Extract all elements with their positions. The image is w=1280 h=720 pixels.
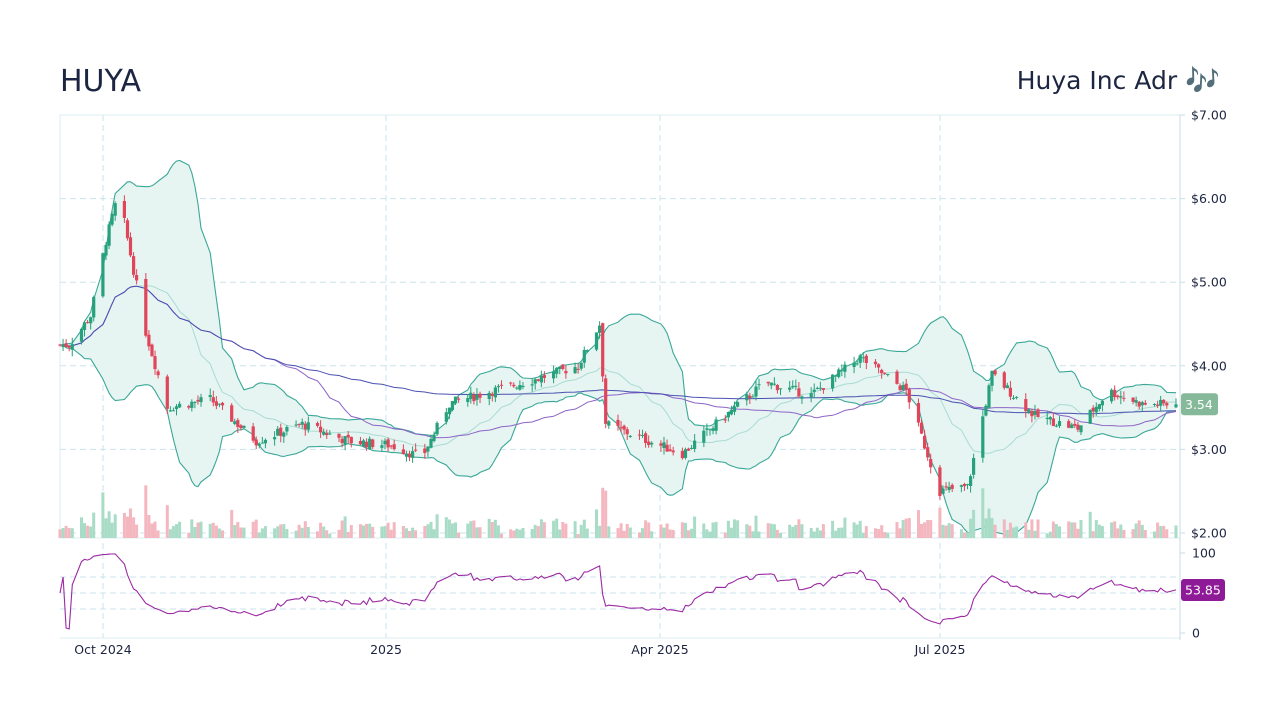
bollinger-bands	[59, 159, 1177, 537]
last-price-badge	[1181, 393, 1218, 416]
time-axis-label: 2025	[370, 642, 402, 657]
rsi-pane	[59, 553, 1177, 630]
ticker-symbol: HUYA	[60, 64, 142, 99]
svg-text:3.54: 3.54	[1185, 397, 1213, 412]
last-rsi-badge	[1181, 579, 1225, 601]
time-axis-label: Apr 2025	[631, 642, 688, 657]
musical-notes-icon: 🎶	[1185, 63, 1220, 97]
rsi-axis-label: 100	[1192, 546, 1216, 561]
price-axis-label: $2.00	[1191, 526, 1227, 541]
price-axis-label: $4.00	[1191, 358, 1227, 373]
moving-averages	[59, 285, 1177, 439]
rsi-axis-label: 0	[1192, 626, 1200, 641]
price-axis-label: $7.00	[1191, 108, 1227, 123]
svg-text:53.85: 53.85	[1185, 583, 1221, 598]
time-axis-label: Oct 2024	[74, 642, 131, 657]
company-name-label: Huya Inc Adr 🎶	[1017, 66, 1220, 95]
time-axis-label: Jul 2025	[914, 642, 966, 657]
price-axis-label: $3.00	[1191, 442, 1227, 457]
price-axis-label: $5.00	[1191, 275, 1227, 290]
company-name: Huya Inc Adr	[1016, 66, 1178, 95]
price-axis-label: $6.00	[1191, 191, 1227, 206]
axes: $7.00 $6.00 $5.00 $4.00 $3.00 $2.00 100 0 Oct 20…	[74, 108, 1227, 658]
candlesticks	[58, 195, 1178, 500]
volume-bars	[58, 485, 1178, 538]
